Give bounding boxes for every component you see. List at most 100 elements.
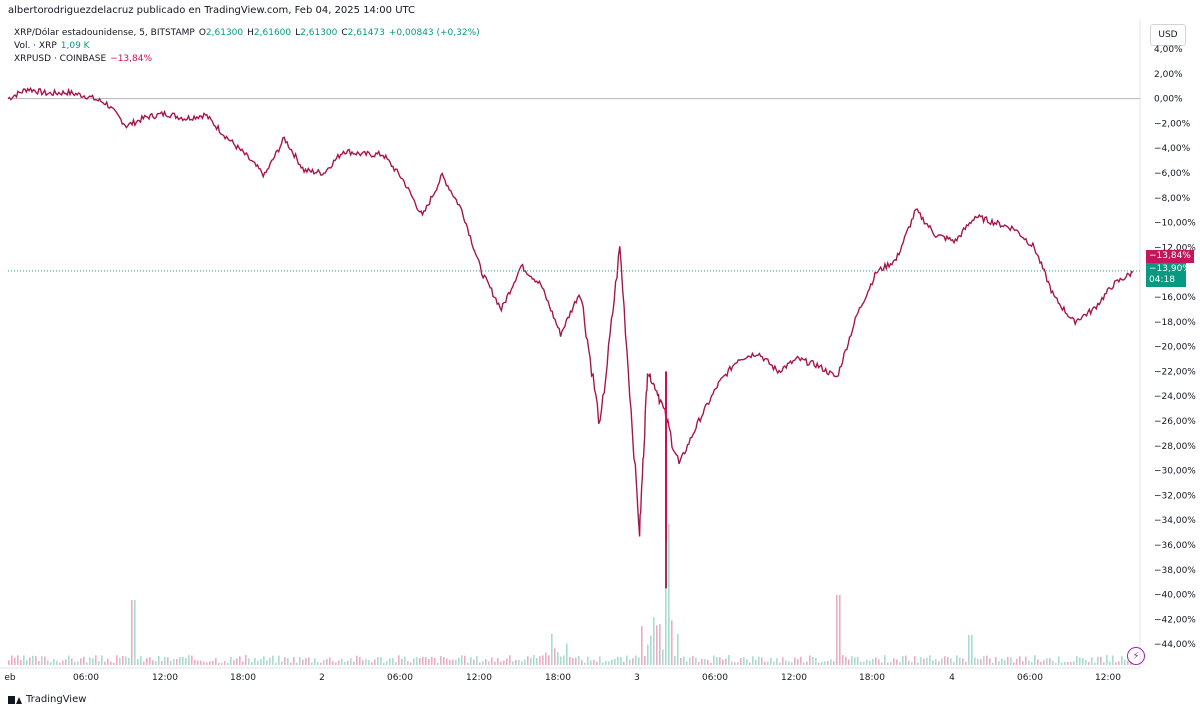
y-tick-label: −10,00% (1154, 219, 1196, 229)
volume-bar (32, 655, 34, 665)
volume-bar (776, 658, 778, 665)
volume-bar (614, 658, 616, 665)
volume-bar (1127, 661, 1129, 665)
volume-bar (854, 657, 856, 665)
volume-bar (236, 658, 238, 665)
x-tick-label: 12:00 (781, 673, 807, 683)
compare-price-tag: −13,84% (1146, 250, 1194, 263)
volume-bar (113, 662, 115, 665)
y-tick-label: −4,00% (1154, 144, 1191, 154)
volume-bar (53, 658, 55, 665)
y-tick-label: −36,00% (1154, 541, 1196, 551)
volume-bar (47, 660, 49, 665)
volume-bar (1076, 655, 1078, 665)
volume-bar (11, 655, 13, 665)
volume-label[interactable]: Vol. · XRP (14, 41, 57, 51)
volume-bar (266, 660, 268, 665)
volume-bar (416, 657, 418, 665)
volume-bar (419, 658, 421, 665)
y-tick-label: −42,00% (1154, 615, 1196, 625)
volume-bar (887, 662, 889, 665)
volume-bar (989, 658, 991, 665)
volume-bar (356, 655, 358, 665)
volume-bar (668, 523, 670, 665)
volume-bar (905, 655, 907, 665)
volume-bar (1079, 657, 1081, 665)
volume-bar (62, 660, 64, 665)
volume-bar (74, 661, 76, 665)
volume-bar (329, 657, 331, 665)
volume-bar (143, 661, 145, 665)
volume-bar (818, 662, 820, 665)
volume-bar (491, 657, 493, 665)
volume-bar (278, 655, 280, 665)
volume-bar (857, 656, 859, 665)
volume-bar (173, 659, 175, 665)
volume-bar (446, 658, 448, 665)
volume-bar (380, 657, 382, 665)
volume-bar (254, 657, 256, 665)
volume-bar (353, 661, 355, 665)
volume-bar (701, 658, 703, 665)
y-tick-label: −34,00% (1154, 516, 1196, 526)
volume-bar (482, 661, 484, 665)
volume-bar (536, 658, 538, 665)
volume-bar (545, 652, 547, 665)
y-tick-label: −8,00% (1154, 194, 1191, 204)
volume-bar (644, 656, 646, 665)
volume-bar (788, 661, 790, 665)
volume-bar (437, 662, 439, 665)
volume-bar (452, 659, 454, 665)
volume-bar (290, 662, 292, 665)
volume-bar (1106, 655, 1108, 665)
volume-bar (56, 660, 58, 665)
volume-bar (662, 649, 664, 665)
volume-bar (104, 661, 106, 665)
volume-bar (284, 657, 286, 665)
volume-bar (713, 655, 715, 665)
legend-symbol-row: XRP/Dólar estadounidense, 5, BITSTAMP O2… (14, 27, 480, 40)
bar-countdown: 04:18 (1149, 275, 1175, 285)
volume-bar (29, 657, 31, 665)
volume-bar (923, 658, 925, 665)
volume-bar (746, 659, 748, 665)
volume-bar (68, 655, 70, 665)
volume-bar (1034, 655, 1036, 665)
ohlc-close: C2,61473 (341, 28, 385, 38)
volume-bar (911, 662, 913, 665)
volume-bar (191, 655, 193, 665)
volume-bar (722, 659, 724, 665)
volume-bar (944, 656, 946, 665)
volume-bar (128, 657, 130, 665)
volume-bar (1058, 656, 1060, 665)
volume-bar (653, 617, 655, 665)
volume-bar (506, 658, 508, 665)
volume-bar (872, 659, 874, 665)
volume-bar (341, 658, 343, 665)
volume-bar (860, 661, 862, 665)
volume-bar (410, 662, 412, 665)
currency-button[interactable]: USD (1150, 24, 1186, 46)
compare-label[interactable]: XRPUSD · COINBASE (14, 54, 107, 64)
volume-bar (533, 655, 535, 665)
last-price-tag: −13,90% 04:18 (1146, 263, 1191, 287)
volume-bar (914, 656, 916, 665)
volume-bar (839, 595, 841, 665)
volume-bar (779, 662, 781, 665)
volume-bar (974, 657, 976, 665)
volume-bar (980, 659, 982, 665)
volume-bar (602, 662, 604, 665)
tradingview-mark-icon (8, 695, 22, 704)
tradingview-logo[interactable]: TradingView (8, 694, 86, 705)
volume-bar (131, 600, 133, 665)
legend-symbol[interactable]: XRP/Dólar estadounidense, 5, BITSTAMP (14, 28, 195, 38)
volume-bar (665, 540, 667, 665)
volume-bar (44, 656, 46, 665)
volume-bar (1121, 656, 1123, 665)
volume-bar (347, 660, 349, 665)
volume-bar (725, 658, 727, 665)
lightning-icon[interactable]: ⚡ (1127, 647, 1145, 665)
volume-bar (422, 656, 424, 665)
volume-bar (1067, 661, 1069, 665)
